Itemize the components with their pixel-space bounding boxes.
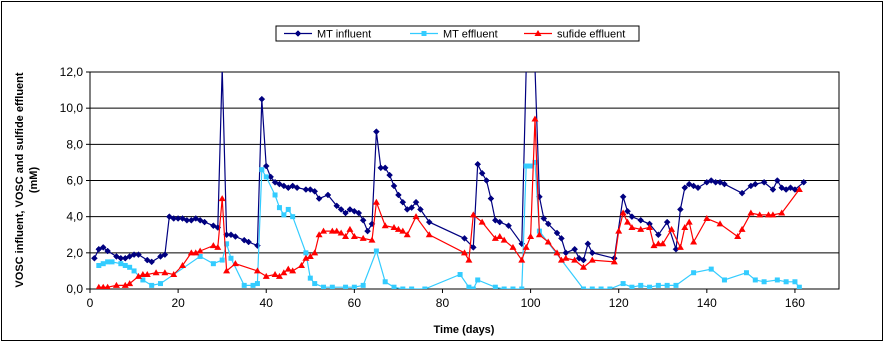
data-point-mt-effluent (352, 285, 357, 290)
y-tick-label: 6,0 (66, 174, 83, 188)
data-point-mt-effluent (123, 263, 128, 268)
x-tick-label: 0 (87, 296, 94, 310)
data-point-mt-effluent (784, 279, 789, 284)
legend-label-sufide-effluent: sufide effluent (557, 29, 625, 41)
legend-marker-mt-effluent (422, 31, 427, 36)
data-point-mt-effluent (127, 265, 132, 270)
data-point-mt-influent (523, 65, 529, 71)
x-tick-label: 60 (348, 296, 362, 310)
data-point-mt-effluent (308, 276, 313, 281)
data-point-mt-effluent (374, 249, 379, 254)
data-point-mt-effluent (220, 258, 225, 263)
data-point-mt-effluent (629, 285, 634, 290)
data-point-mt-effluent (277, 205, 282, 210)
y-axis-title-line2: (mM) (28, 167, 40, 194)
data-point-mt-effluent (409, 287, 414, 292)
legend: MT influent MT effluent sufide effluent (276, 26, 639, 41)
y-tick-label: 0,0 (66, 282, 83, 296)
data-point-mt-effluent (753, 277, 758, 282)
y-tick-label: 2,0 (66, 246, 83, 260)
data-point-mt-effluent (775, 277, 780, 282)
data-point-mt-effluent (361, 283, 366, 288)
data-point-mt-effluent (792, 279, 797, 284)
data-point-mt-effluent (510, 287, 515, 292)
data-point-mt-effluent (392, 285, 397, 290)
y-tick-label: 8,0 (66, 137, 83, 151)
data-point-mt-effluent (286, 207, 291, 212)
data-point-mt-effluent (722, 277, 727, 282)
data-point-mt-effluent (96, 263, 101, 268)
data-point-mt-effluent (105, 259, 110, 264)
data-point-mt-effluent (330, 285, 335, 290)
data-point-mt-influent (219, 65, 225, 71)
data-point-mt-effluent (607, 287, 612, 292)
data-point-mt-effluent (290, 214, 295, 219)
x-axis-title: Time (days) (434, 324, 495, 336)
data-point-mt-effluent (264, 174, 269, 179)
data-point-mt-effluent (673, 283, 678, 288)
data-point-mt-effluent (383, 279, 388, 284)
data-point-mt-effluent (665, 283, 670, 288)
data-point-mt-effluent (647, 285, 652, 290)
data-point-mt-effluent (590, 287, 595, 292)
data-point-mt-effluent (149, 283, 154, 288)
data-point-mt-effluent (524, 164, 529, 169)
data-point-mt-effluent (110, 259, 115, 264)
x-tick-label: 100 (521, 296, 541, 310)
x-tick-label: 40 (260, 296, 274, 310)
data-point-mt-effluent (228, 256, 233, 261)
data-point-mt-effluent (458, 272, 463, 277)
data-point-mt-effluent (281, 212, 286, 217)
y-tick-label: 12,0 (60, 65, 84, 79)
y-tick-label: 4,0 (66, 210, 83, 224)
data-point-mt-effluent (422, 287, 427, 292)
x-tick-label: 120 (609, 296, 629, 310)
data-point-mt-effluent (691, 270, 696, 275)
data-point-mt-effluent (303, 250, 308, 255)
data-point-mt-effluent (744, 270, 749, 275)
data-point-mt-effluent (242, 283, 247, 288)
data-point-mt-effluent (599, 287, 604, 292)
data-point-mt-effluent (519, 287, 524, 292)
data-point-mt-effluent (638, 283, 643, 288)
data-point-mt-effluent (321, 285, 326, 290)
data-point-mt-effluent (528, 164, 533, 169)
data-point-mt-effluent (656, 283, 661, 288)
data-point-mt-effluent (251, 283, 256, 288)
y-axis-title-line1: VOSC influent, VOSC and sulfide effluent (14, 72, 26, 287)
data-point-mt-effluent (709, 267, 714, 272)
data-point-mt-effluent (797, 285, 802, 290)
data-point-mt-effluent (493, 285, 498, 290)
legend-label-mt-influent: MT influent (317, 29, 371, 41)
data-point-mt-effluent (581, 287, 586, 292)
x-tick-label: 80 (436, 296, 450, 310)
data-point-mt-effluent (101, 261, 106, 266)
data-point-mt-effluent (400, 287, 405, 292)
y-tick-label: 10,0 (60, 101, 84, 115)
data-point-mt-effluent (158, 281, 163, 286)
x-tick-label: 20 (171, 296, 185, 310)
data-point-mt-effluent (259, 167, 264, 172)
data-point-mt-effluent (343, 285, 348, 290)
data-point-mt-effluent (621, 281, 626, 286)
data-point-mt-effluent (211, 261, 216, 266)
data-point-mt-influent (532, 65, 538, 71)
data-point-mt-effluent (502, 287, 507, 292)
data-point-mt-effluent (475, 277, 480, 282)
data-point-mt-effluent (312, 281, 317, 286)
data-point-mt-effluent (132, 268, 137, 273)
data-point-mt-effluent (466, 285, 471, 290)
x-tick-label: 160 (785, 296, 805, 310)
x-tick-label: 140 (697, 296, 717, 310)
data-point-mt-effluent (273, 192, 278, 197)
data-point-mt-effluent (255, 281, 260, 286)
data-point-mt-effluent (762, 279, 767, 284)
legend-label-mt-effluent: MT effluent (443, 29, 498, 41)
data-point-mt-effluent (471, 287, 476, 292)
data-point-mt-effluent (118, 261, 123, 266)
